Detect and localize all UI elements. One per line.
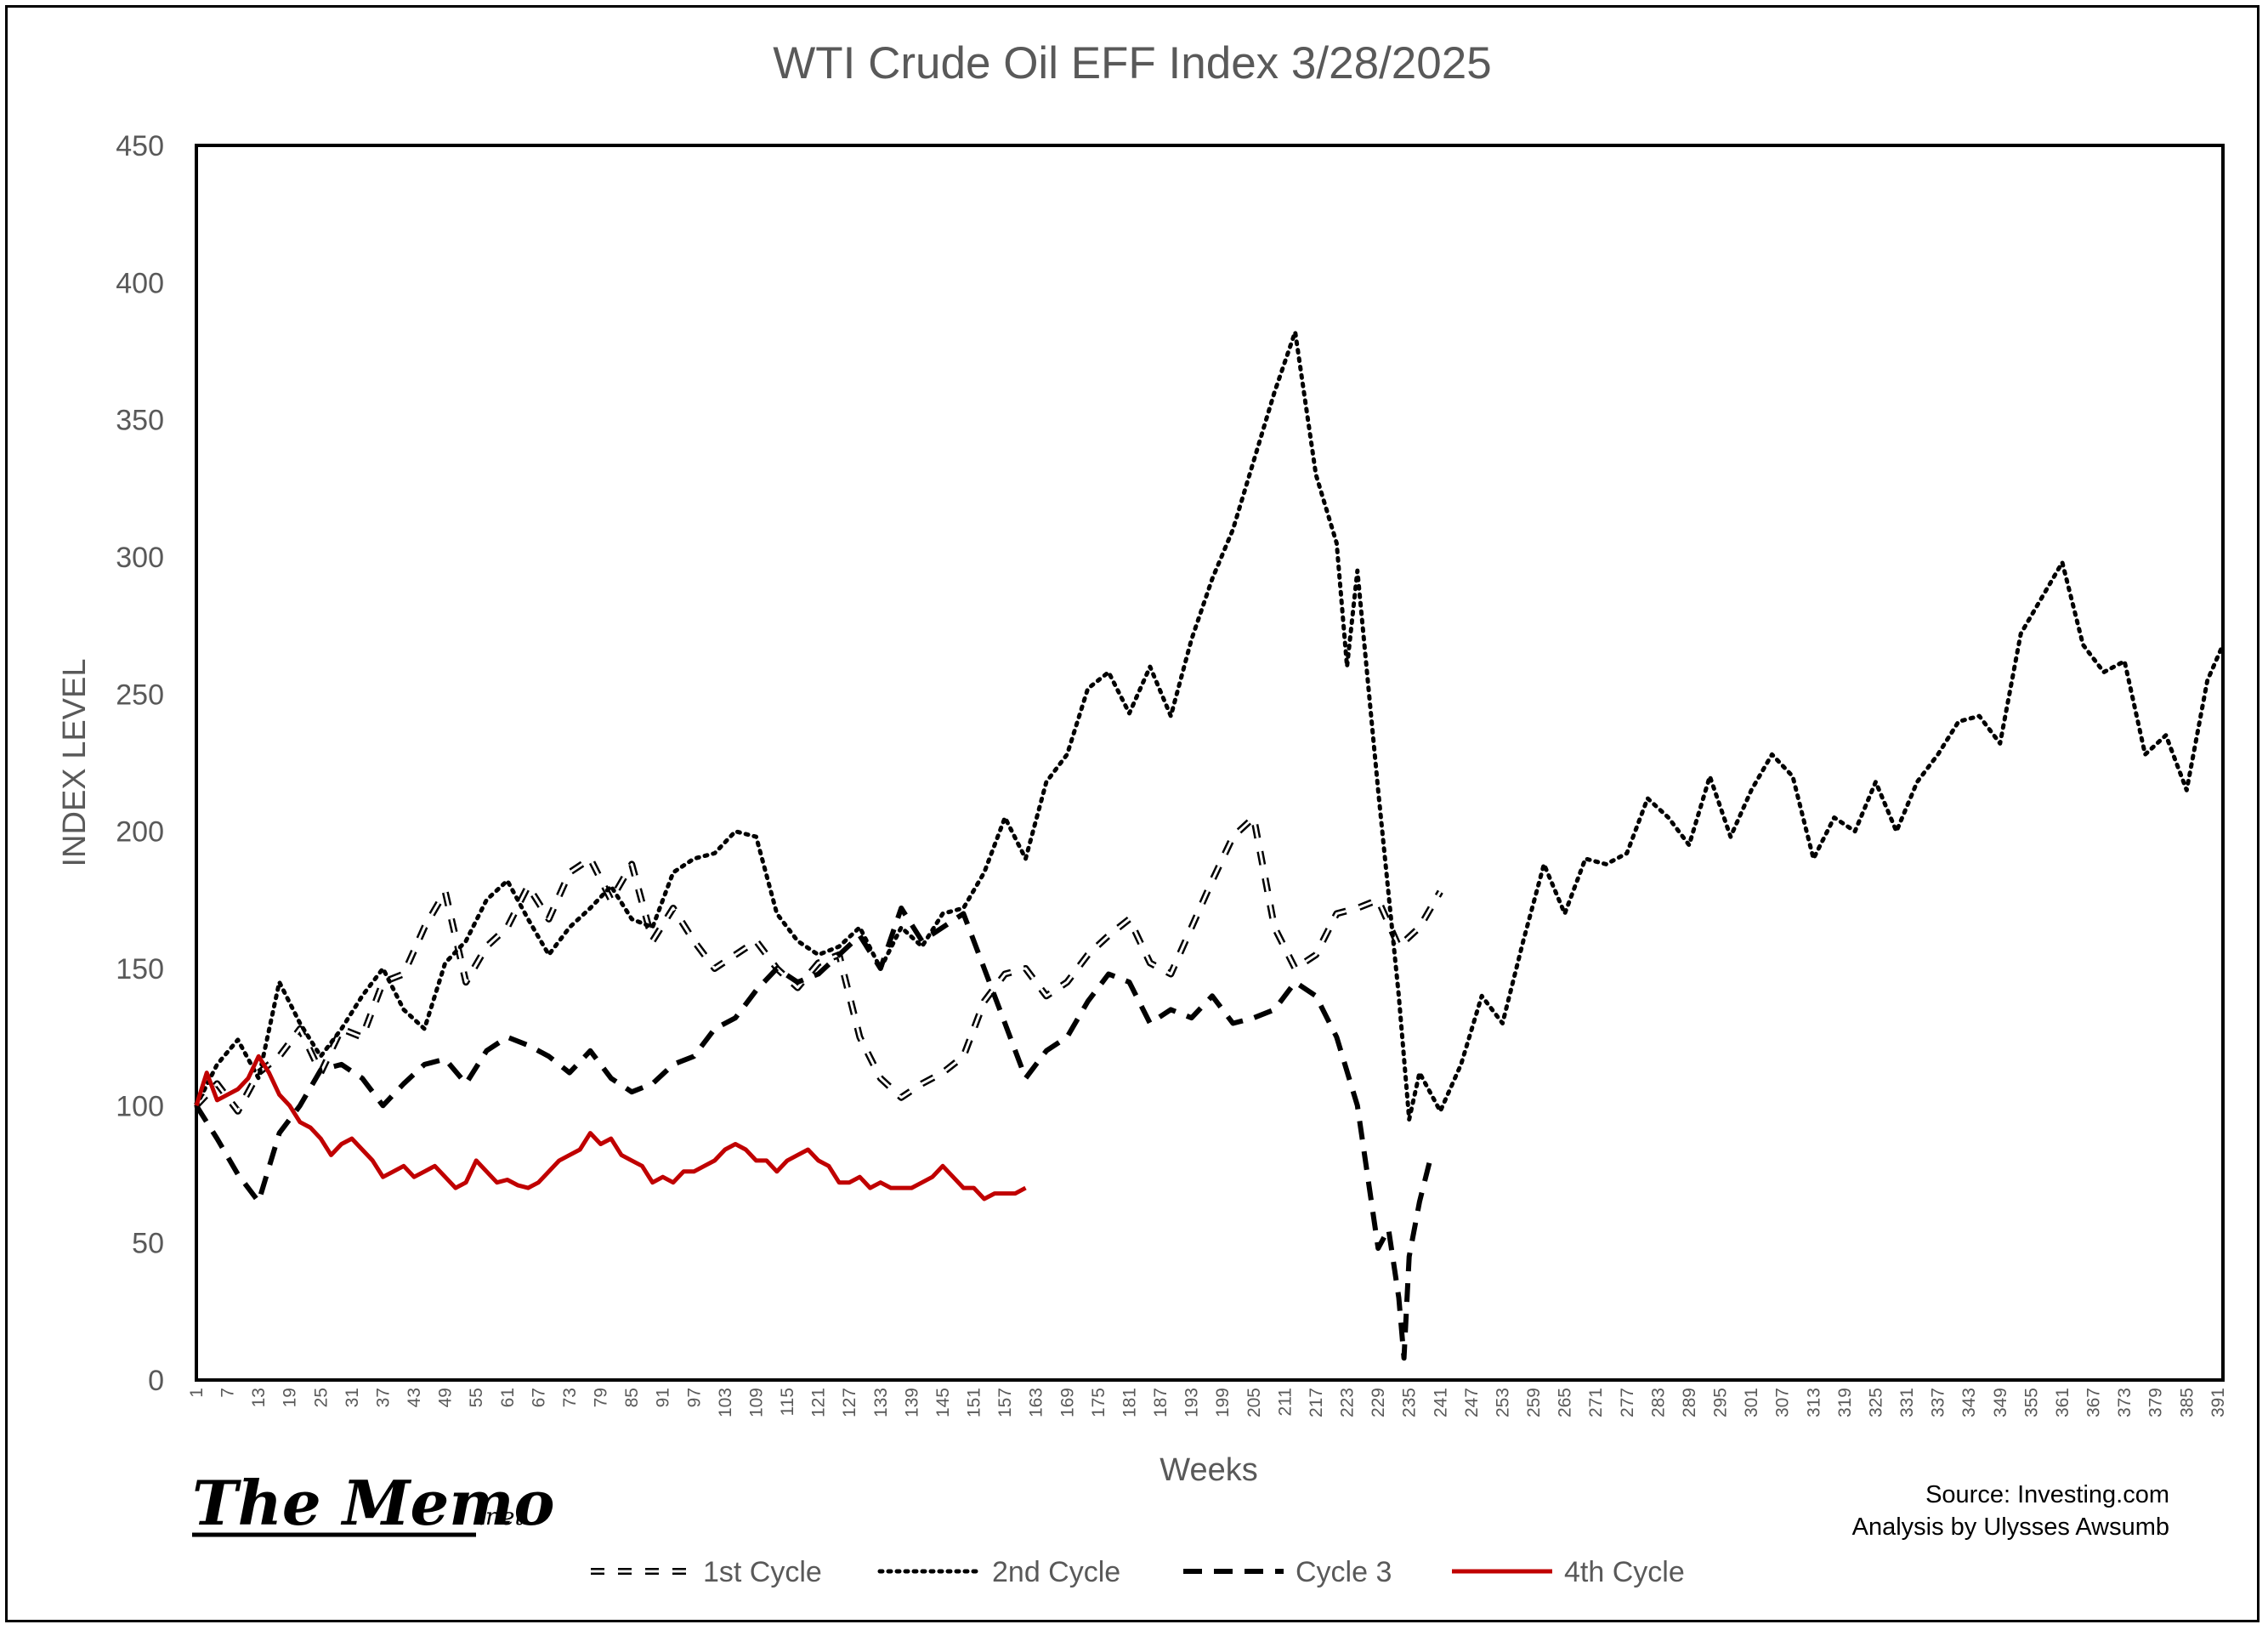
- x-tick-label: 283: [1648, 1388, 1668, 1417]
- x-tick-label: 295: [1711, 1388, 1731, 1417]
- chart-title: WTI Crude Oil EFF Index 3/28/2025: [773, 38, 1491, 88]
- x-tick-label: 109: [746, 1388, 766, 1417]
- x-tick-label: 253: [1493, 1388, 1512, 1417]
- x-tick-label: 355: [2021, 1388, 2041, 1417]
- y-axis-ticks: 0 50 100 150 200 250 300 350 400 450: [116, 130, 164, 1397]
- x-tick-label: 25: [311, 1388, 331, 1407]
- x-tick-label: 211: [1275, 1388, 1295, 1416]
- x-tick-label: 217: [1307, 1388, 1326, 1417]
- x-tick-label: 271: [1586, 1388, 1606, 1417]
- x-tick-label: 385: [2177, 1388, 2197, 1417]
- legend-label-1: 1st Cycle: [703, 1556, 822, 1588]
- x-tick-label: 241: [1431, 1388, 1450, 1417]
- x-tick-label: 145: [933, 1388, 953, 1417]
- x-tick-label: 361: [2053, 1388, 2072, 1417]
- x-tick-label: 379: [2146, 1388, 2166, 1417]
- source-credit: Source: Investing.com: [1925, 1481, 2169, 1508]
- x-tick-label: 139: [902, 1388, 921, 1417]
- y-tick-label: 100: [116, 1090, 164, 1122]
- legend-label-2: 2nd Cycle: [992, 1556, 1120, 1588]
- x-tick-label: 127: [840, 1388, 859, 1417]
- x-axis-ticks: 1 7 13 19 25 31 37 43 49 55 61 67 73 79 85 91 97 103 109 11…: [187, 1388, 2228, 1417]
- x-tick-label: 163: [1027, 1388, 1046, 1417]
- y-tick-label: 400: [116, 267, 164, 299]
- x-tick-label: 301: [1742, 1388, 1761, 1417]
- series-line-3: [194, 906, 1433, 1361]
- x-tick-label: 193: [1182, 1388, 1202, 1417]
- x-tick-label: 247: [1462, 1388, 1482, 1417]
- x-tick-label: 325: [1866, 1388, 1885, 1417]
- x-tick-label: 343: [1959, 1388, 1979, 1417]
- x-tick-label: 61: [498, 1388, 518, 1407]
- x-tick-label: 121: [809, 1388, 829, 1417]
- x-tick-label: 319: [1835, 1388, 1855, 1417]
- x-tick-label: 151: [965, 1388, 984, 1417]
- x-tick-label: 181: [1120, 1388, 1139, 1417]
- series-line-4: [194, 1054, 1027, 1201]
- y-tick-label: 50: [132, 1228, 164, 1260]
- x-tick-label: 373: [2115, 1388, 2135, 1417]
- series-line-2: [194, 329, 2225, 1122]
- y-axis-title: INDEX LEVEL: [57, 659, 93, 867]
- x-tick-label: 97: [684, 1388, 704, 1407]
- x-tick-label: 391: [2208, 1388, 2228, 1417]
- logo-suffix-text: .net: [478, 1502, 525, 1531]
- x-tick-label: 187: [1151, 1388, 1171, 1417]
- x-tick-label: 331: [1897, 1388, 1917, 1417]
- x-tick-label: 337: [1929, 1388, 1948, 1417]
- x-tick-label: 175: [1089, 1388, 1108, 1417]
- analysis-credit: Analysis by Ulysses Awsumb: [1852, 1514, 2169, 1541]
- legend-label-4: 4th Cycle: [1564, 1556, 1685, 1588]
- x-tick-label: 115: [778, 1388, 797, 1416]
- x-tick-label: 13: [249, 1388, 269, 1407]
- x-tick-label: 199: [1213, 1388, 1233, 1417]
- x-tick-label: 133: [871, 1388, 891, 1417]
- logo: The Memo .net: [192, 1467, 555, 1539]
- legend-label-3: Cycle 3: [1296, 1556, 1392, 1588]
- y-tick-label: 450: [116, 130, 164, 162]
- x-tick-label: 79: [592, 1388, 611, 1407]
- x-tick-label: 49: [436, 1388, 456, 1407]
- x-tick-label: 277: [1618, 1388, 1637, 1417]
- x-tick-label: 7: [218, 1388, 238, 1398]
- x-tick-label: 229: [1369, 1388, 1388, 1417]
- x-tick-label: 103: [716, 1388, 735, 1417]
- plot-area: [195, 144, 2225, 1382]
- x-tick-label: 43: [405, 1388, 424, 1407]
- logo-main-text: The Memo: [192, 1467, 555, 1539]
- y-tick-label: 0: [148, 1365, 164, 1397]
- x-tick-label: 205: [1245, 1388, 1264, 1417]
- y-tick-label: 150: [116, 953, 164, 985]
- x-tick-label: 265: [1556, 1388, 1575, 1417]
- y-tick-label: 300: [116, 542, 164, 574]
- chart-frame: [5, 5, 2259, 1622]
- series-line-1-inner: [195, 816, 1442, 1113]
- y-tick-label: 250: [116, 679, 164, 711]
- y-tick-label: 350: [116, 405, 164, 437]
- x-tick-label: 307: [1773, 1388, 1793, 1417]
- x-tick-label: 259: [1524, 1388, 1544, 1417]
- x-tick-label: 1: [187, 1388, 207, 1398]
- legend: 1st Cycle 2nd Cycle Cycle 3 4th Cycle: [591, 1556, 1685, 1588]
- x-tick-label: 223: [1338, 1388, 1358, 1417]
- x-tick-label: 67: [529, 1388, 548, 1407]
- x-axis-title: Weeks: [1160, 1452, 1257, 1488]
- x-tick-label: 19: [281, 1388, 300, 1407]
- x-tick-label: 37: [373, 1388, 393, 1407]
- x-tick-label: 367: [2084, 1388, 2104, 1417]
- x-tick-label: 157: [995, 1388, 1015, 1417]
- series-lines: [194, 329, 2225, 1361]
- x-tick-label: 289: [1680, 1388, 1699, 1417]
- x-tick-label: 85: [622, 1388, 642, 1407]
- x-tick-label: 91: [654, 1388, 673, 1407]
- y-tick-label: 200: [116, 816, 164, 849]
- x-tick-label: 349: [1991, 1388, 2010, 1417]
- x-tick-label: 55: [467, 1388, 486, 1407]
- x-tick-label: 73: [560, 1388, 580, 1407]
- x-tick-label: 31: [343, 1388, 362, 1407]
- x-tick-label: 169: [1057, 1388, 1077, 1417]
- x-tick-label: 313: [1804, 1388, 1823, 1417]
- x-tick-label: 235: [1400, 1388, 1420, 1417]
